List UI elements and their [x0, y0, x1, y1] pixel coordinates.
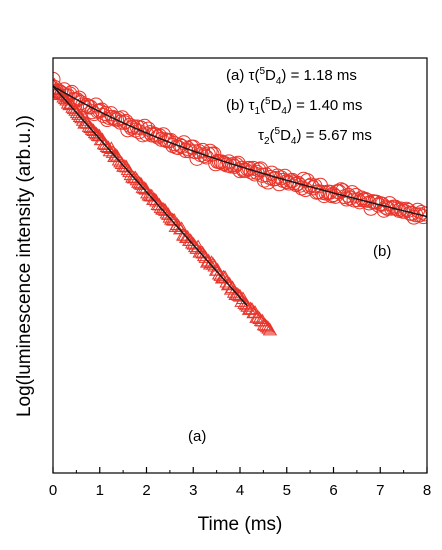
x-tick-label: 7 — [376, 482, 384, 499]
series-b-label: (b) — [373, 243, 391, 260]
x-tick-label: 6 — [329, 482, 337, 499]
x-axis-ticks: 0 1 2 3 4 5 6 7 8 — [49, 467, 431, 499]
annotation-line-b1: (b) τ1(5D4) = 1.40 ms — [226, 96, 362, 117]
series-a-label: (a) — [188, 428, 206, 445]
annotation-line-b2: τ2(5D4) = 5.67 ms — [258, 126, 372, 147]
x-axis-label: Time (ms) — [198, 514, 283, 535]
x-tick-label: 0 — [49, 482, 57, 499]
x-tick-label: 1 — [96, 482, 104, 499]
fit-line-a — [53, 86, 247, 306]
x-tick-label: 8 — [423, 482, 431, 499]
x-tick-label: 4 — [236, 482, 244, 499]
x-tick-label: 2 — [142, 482, 150, 499]
x-tick-label: 3 — [189, 482, 197, 499]
x-tick-label: 5 — [283, 482, 291, 499]
annotation-line-a: (a) τ(5D4) = 1.18 ms — [226, 66, 357, 87]
y-axis-label: Log(luminescence intensity (arb.u.)) — [14, 115, 35, 417]
